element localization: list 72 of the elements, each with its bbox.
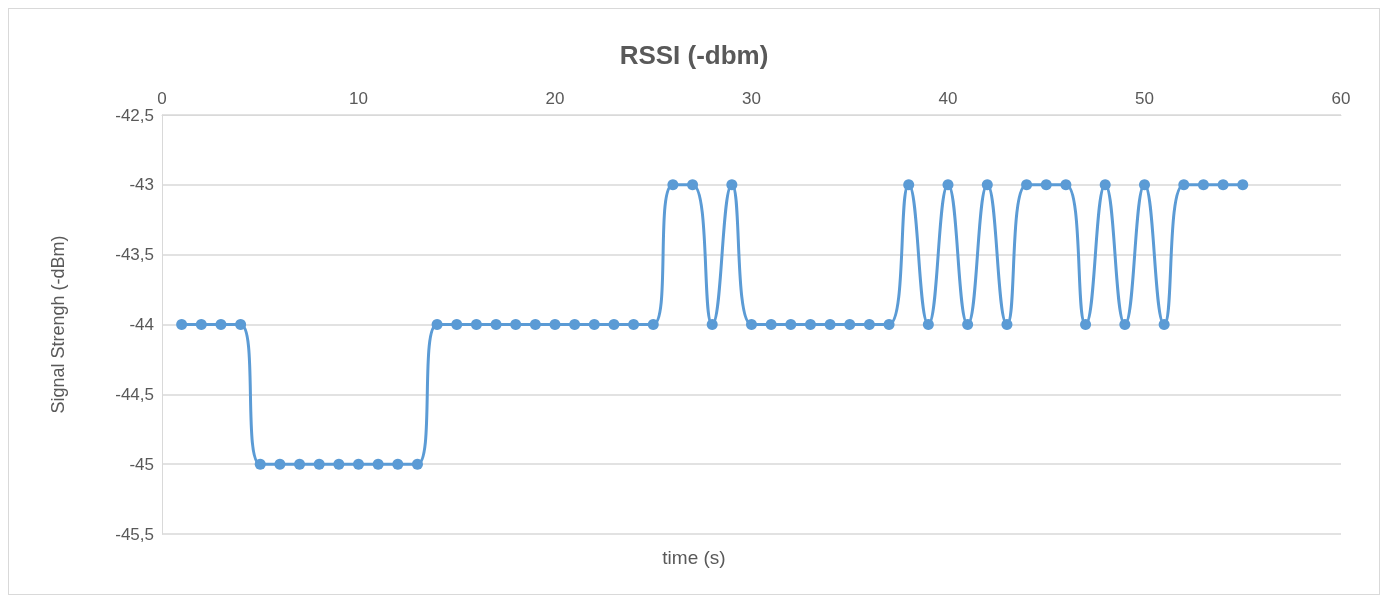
point <box>608 319 620 330</box>
point <box>470 319 482 330</box>
point <box>510 319 522 330</box>
x-tick-label: 40 <box>938 89 958 108</box>
y-axis-title: Signal Strengh (-dBm) <box>48 235 68 414</box>
point <box>235 319 247 330</box>
x-tick-label: 0 <box>157 89 167 108</box>
point <box>254 458 266 470</box>
point <box>1139 179 1150 191</box>
point <box>981 179 993 191</box>
point <box>844 319 856 330</box>
point <box>490 319 502 330</box>
point <box>804 319 816 330</box>
point <box>274 458 286 470</box>
point <box>195 319 207 330</box>
point <box>1080 319 1092 330</box>
point <box>569 319 581 330</box>
chart-title: RSSI (-dbm) <box>619 40 769 70</box>
y-tick-label: -43,5 <box>115 245 154 265</box>
point <box>1119 319 1131 330</box>
y-tick-label: -45 <box>129 454 154 474</box>
x-tick-label: 50 <box>1135 89 1154 108</box>
point <box>588 319 600 330</box>
point <box>176 319 188 330</box>
point <box>353 458 364 470</box>
point <box>922 319 934 330</box>
x-tick-label: 60 <box>1331 89 1351 108</box>
point <box>1040 179 1052 191</box>
point <box>903 179 915 191</box>
point <box>549 319 561 330</box>
point <box>1001 319 1013 330</box>
point <box>1197 179 1209 191</box>
y-tick-label: -44 <box>129 315 154 334</box>
point <box>1217 179 1229 191</box>
point <box>647 319 659 330</box>
point <box>1158 319 1170 330</box>
point <box>687 179 699 191</box>
point <box>824 319 836 330</box>
point <box>706 319 718 330</box>
point <box>1237 179 1249 191</box>
point <box>785 319 797 330</box>
point <box>411 458 423 470</box>
point <box>333 458 345 470</box>
point <box>765 319 777 330</box>
x-axis-title: time (s) <box>662 547 726 568</box>
point <box>628 319 640 330</box>
point <box>746 319 757 330</box>
point <box>1099 179 1111 191</box>
point <box>372 458 384 470</box>
y-tick-label: -44,5 <box>115 384 154 404</box>
point <box>1060 179 1072 191</box>
point <box>667 179 679 191</box>
point <box>1178 179 1190 191</box>
x-tick-label: 20 <box>545 89 565 108</box>
point <box>529 319 541 330</box>
point <box>431 319 443 330</box>
point <box>1021 179 1033 191</box>
point <box>215 319 227 330</box>
point <box>942 179 954 191</box>
point <box>863 319 875 330</box>
point <box>726 179 738 191</box>
y-tick-label: -43 <box>129 175 154 195</box>
point <box>883 319 895 330</box>
point <box>962 319 974 330</box>
point <box>294 458 306 470</box>
x-tick-label: 10 <box>349 89 368 108</box>
y-tick-label: -45,5 <box>115 524 154 544</box>
x-tick-label: 30 <box>742 89 761 108</box>
point <box>313 458 325 470</box>
point <box>392 458 404 470</box>
y-tick-label: -42,5 <box>115 105 154 125</box>
point <box>451 319 463 330</box>
